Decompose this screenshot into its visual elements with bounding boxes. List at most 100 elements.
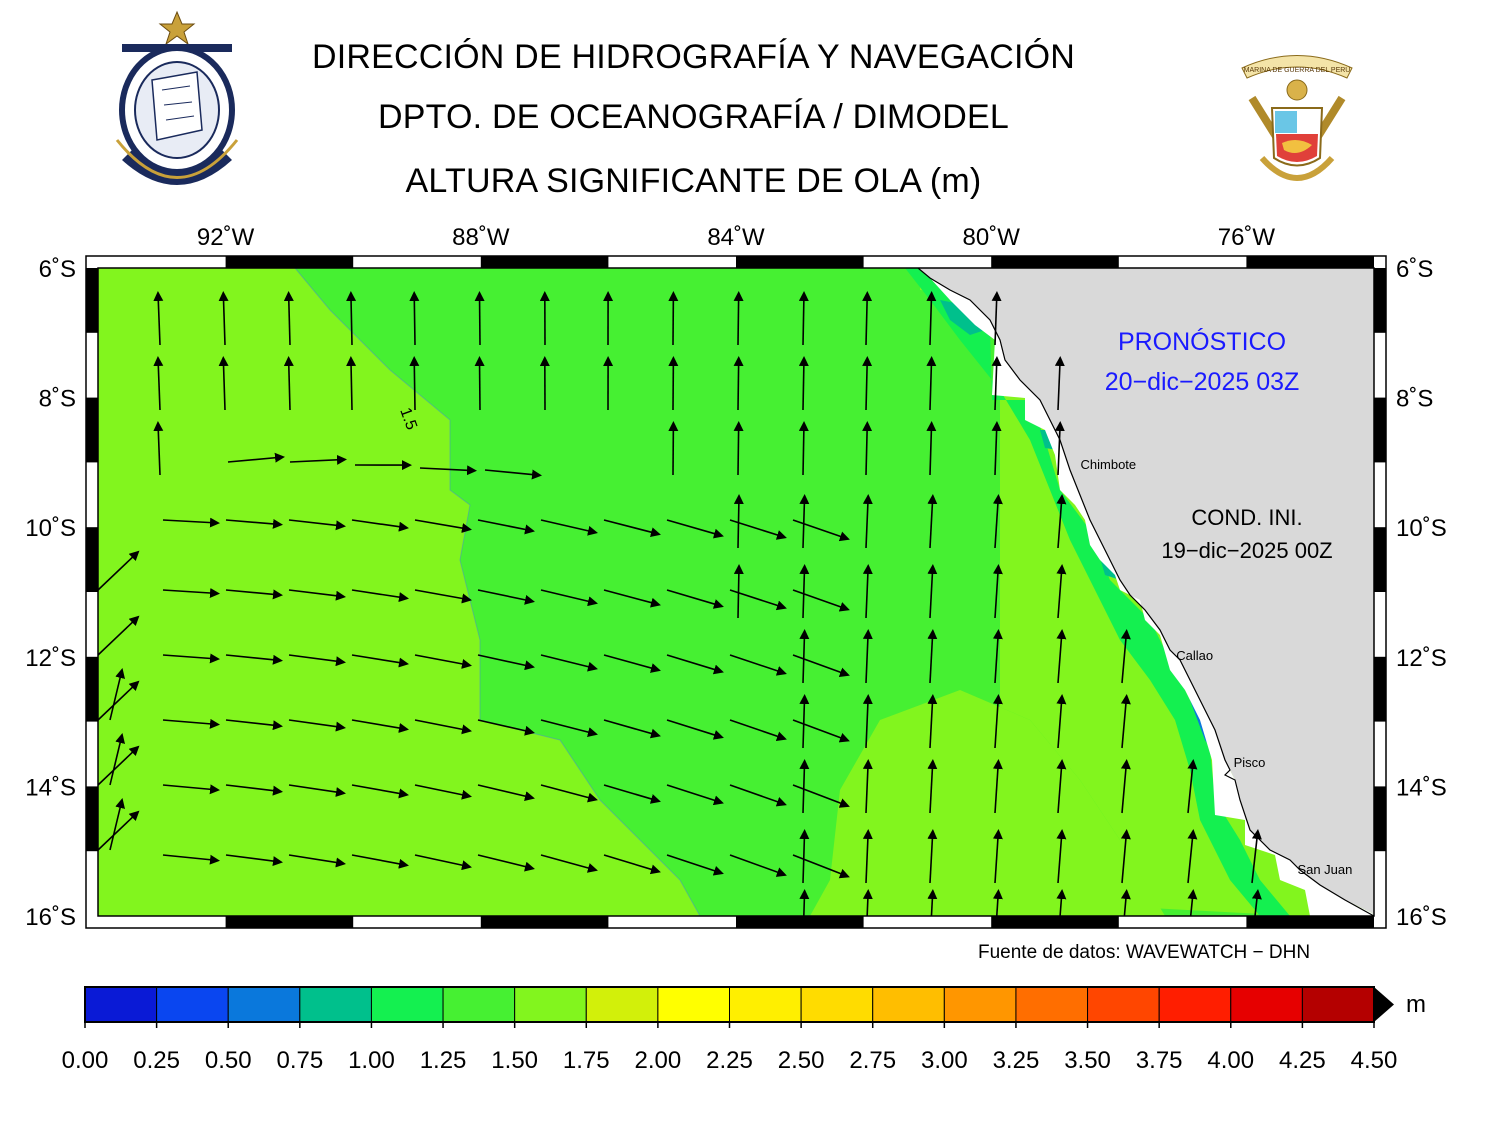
title-variable: ALTURA SIGNIFICANTE DE OLA (m): [405, 162, 982, 200]
wave-arrow: [799, 629, 810, 684]
wave-direction-arrows: [98, 291, 1262, 916]
wave-arrow: [1251, 829, 1262, 884]
forecast-time: 20−dic−2025 03Z: [1105, 368, 1300, 396]
wave-arrow: [729, 784, 787, 807]
wave-arrow: [477, 784, 535, 802]
wave-arrow: [666, 589, 724, 609]
wave-arrow: [926, 356, 937, 411]
lon-label: 92˚W: [197, 224, 255, 251]
wave-arrow: [603, 589, 661, 608]
wave-arrow: [540, 784, 598, 803]
wave-arrow: [162, 588, 220, 598]
wave-arrow: [733, 494, 744, 549]
colorbar-tick-label: 0.00: [62, 1047, 109, 1074]
colorbar-swatch: [657, 986, 731, 1023]
colorbar-swatch: [442, 986, 516, 1023]
wave-arrow: [792, 784, 850, 808]
frame-tick-left: [86, 397, 98, 463]
colorbar-swatch: [370, 986, 444, 1023]
wave-arrow: [162, 653, 220, 664]
colorbar-swatch: [943, 986, 1017, 1023]
wave-arrow: [351, 654, 409, 668]
wave-arrow: [109, 798, 125, 851]
colorbar-tick-label: 3.00: [921, 1047, 968, 1074]
wave-arrow: [926, 421, 937, 476]
frame-tick-top: [225, 256, 354, 268]
frame-tick-top: [991, 256, 1119, 268]
colorbar-tick-label: 0.50: [205, 1047, 252, 1074]
colorbar-swatch: [1230, 986, 1303, 1023]
frame-tick-bottom: [225, 916, 354, 928]
wave-arrow: [666, 519, 724, 539]
lon-label: 76˚W: [1218, 224, 1276, 251]
wave-arrow: [474, 291, 485, 346]
colorbar-tick-label: 0.75: [276, 1047, 323, 1074]
frame-tick-bottom: [736, 916, 864, 928]
wave-arrow: [991, 356, 1002, 411]
wave-arrow: [729, 854, 787, 877]
colorbar-swatch: [227, 986, 301, 1023]
colorbar-tick-label: 3.75: [1136, 1047, 1183, 1074]
wave-arrow: [1251, 889, 1262, 916]
wave-arrow: [1120, 629, 1131, 684]
city-label-chimbote: Chimbote: [1081, 457, 1137, 472]
wave-arrow: [225, 589, 283, 600]
longitude-labels: 92˚W 88˚W 84˚W 80˚W 76˚W: [197, 224, 1275, 251]
latitude-labels-left: 6˚S 8˚S 10˚S 12˚S 14˚S 16˚S: [25, 256, 76, 931]
wave-arrow: [351, 719, 409, 733]
wave-arrow: [862, 889, 873, 916]
wave-arrow: [409, 356, 420, 411]
wave-arrow: [540, 519, 598, 536]
wave-arrow: [98, 745, 140, 786]
frame-tick-bottom: [480, 916, 609, 928]
wave-arrow: [1120, 829, 1131, 884]
wave-arrow: [227, 452, 285, 463]
wave-arrow: [162, 784, 220, 795]
frame-tick-right: [1374, 786, 1386, 852]
wave-arrow: [162, 718, 220, 729]
wave-arrow: [414, 854, 472, 871]
emblem-banner-text: MARINA DE GUERRA DEL PERU: [1244, 67, 1351, 74]
wave-arrow: [927, 889, 938, 916]
wave-arrow: [927, 694, 938, 749]
frame-tick-top: [736, 256, 864, 268]
wave-arrow: [927, 494, 938, 549]
wave-height-field: [98, 268, 1374, 916]
wave-arrow: [799, 759, 810, 814]
wave-arrow: [351, 589, 409, 603]
wave-arrow: [414, 519, 472, 533]
wave-arrow: [733, 356, 744, 411]
wave-arrow: [414, 654, 472, 669]
city-label-callao: Callao: [1176, 648, 1213, 663]
wave-arrow: [862, 629, 873, 684]
lat-label-left: 12˚S: [25, 645, 76, 672]
colorbar-swatch: [84, 986, 158, 1023]
lat-label-right: 10˚S: [1396, 515, 1447, 542]
wave-arrow: [289, 454, 347, 465]
wave-arrow: [288, 589, 346, 601]
wave-arrow: [927, 629, 938, 684]
wave-arrow: [98, 550, 140, 591]
wave-arrow: [1120, 759, 1131, 814]
wave-arrow: [1056, 564, 1067, 619]
wave-arrow: [666, 784, 724, 806]
wave-arrow: [862, 291, 873, 346]
colorbar-swatch: [872, 986, 945, 1023]
lat-label-right: 8˚S: [1396, 386, 1433, 413]
lat-label-right: 12˚S: [1396, 645, 1447, 672]
colorbar-tick-label: 1.75: [563, 1047, 610, 1074]
wave-arrow: [798, 356, 809, 411]
wave-arrow: [729, 654, 787, 676]
land-peru: [918, 268, 1374, 916]
frame-tick-right: [1374, 527, 1386, 592]
frame-tick-bottom: [1246, 916, 1374, 928]
wave-arrow: [792, 654, 850, 677]
frame-tick-right: [1374, 268, 1386, 333]
wave-arrow: [799, 889, 810, 916]
colorbar-tick-label: 1.00: [348, 1047, 395, 1074]
colorbar-tick-label: 0.25: [133, 1047, 180, 1074]
frame-tick-top: [1246, 256, 1374, 268]
field-1p00-1p25: [905, 268, 1290, 916]
city-label-pisco: Pisco: [1234, 755, 1266, 770]
wave-arrow: [225, 518, 283, 529]
